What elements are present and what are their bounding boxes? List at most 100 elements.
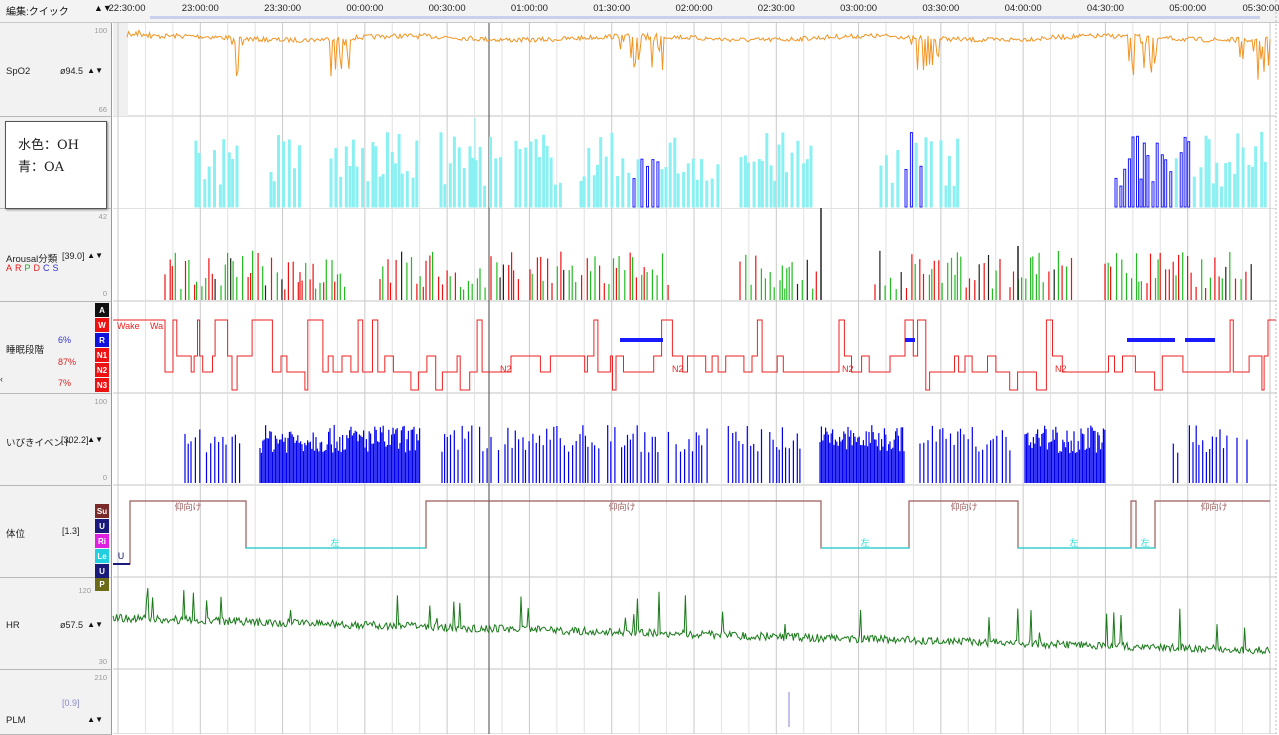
position-annotation: 左 bbox=[860, 537, 869, 549]
resp-event-bar bbox=[909, 132, 913, 208]
position-u2-button[interactable]: U bbox=[95, 564, 109, 578]
snore-scale-arrows[interactable]: ▲▼ bbox=[87, 435, 103, 444]
resp-event-bar bbox=[599, 137, 603, 208]
arousal-scale-arrows[interactable]: ▲▼ bbox=[87, 251, 103, 260]
stage-w-button[interactable]: W bbox=[95, 318, 109, 332]
resp-event-bar bbox=[282, 141, 285, 208]
resp-event-bar bbox=[478, 146, 482, 208]
resp-event-bar bbox=[1247, 164, 1251, 208]
resp-event-bar bbox=[752, 161, 756, 208]
collapse-sidebar-arrow[interactable]: ‹ bbox=[0, 374, 3, 384]
resp-event-bar bbox=[471, 157, 475, 208]
stage-pct-rem: 6% bbox=[58, 335, 72, 345]
resp-event-bar bbox=[1169, 171, 1173, 208]
resp-event-bar bbox=[686, 163, 690, 208]
resp-event-bar bbox=[785, 172, 788, 208]
resp-event-bar bbox=[298, 145, 301, 208]
resp-event-bar bbox=[287, 139, 291, 208]
resp-event-bar bbox=[773, 180, 777, 208]
time-scrollbar[interactable] bbox=[150, 16, 1260, 19]
resp-event-bar bbox=[604, 156, 608, 208]
resp-event-bar bbox=[1228, 162, 1232, 208]
position-ri-button[interactable]: Ri bbox=[95, 534, 109, 548]
spo2-scale-arrows[interactable]: ▲▼ bbox=[87, 66, 103, 75]
channel-sleep-stage[interactable]: 睡眠段階 6% 87% 7% A W R N1 N2 N3 bbox=[0, 302, 112, 394]
resp-event-bar bbox=[1263, 161, 1267, 208]
resp-event-bar bbox=[656, 161, 660, 208]
resp-event-bar bbox=[351, 139, 355, 208]
resp-event-bar bbox=[596, 164, 599, 208]
stage-n1-button[interactable]: N1 bbox=[95, 348, 109, 362]
resp-event-bar bbox=[235, 145, 239, 208]
resp-event-bar bbox=[1215, 162, 1219, 208]
resp-event-bar bbox=[529, 141, 533, 208]
resp-event-bar bbox=[329, 158, 333, 208]
arousal-legend-s: S bbox=[52, 263, 59, 273]
resp-event-bar bbox=[929, 141, 933, 208]
resp-event-bar bbox=[553, 184, 557, 208]
resp-event-bar bbox=[397, 133, 401, 208]
resp-event-bar bbox=[879, 165, 883, 208]
resp-event-bar bbox=[537, 157, 541, 208]
resp-event-bar bbox=[796, 140, 800, 208]
resp-event-bar bbox=[545, 145, 549, 208]
hypnogram-trace bbox=[113, 319, 1276, 391]
resp-event-bar bbox=[355, 166, 359, 208]
plm-value: [0.9] bbox=[62, 698, 80, 708]
resp-event-bar bbox=[462, 167, 466, 208]
resp-event-bar bbox=[952, 185, 956, 208]
stage-r-button[interactable]: R bbox=[95, 333, 109, 347]
snore-value: [302.2] bbox=[61, 435, 89, 445]
resp-event-bar bbox=[646, 165, 649, 208]
position-p-button[interactable]: P bbox=[95, 578, 109, 591]
channel-snore[interactable]: 100 いびきイベント [302.2] ▲▼ 0 bbox=[0, 394, 112, 486]
position-su-button[interactable]: Su bbox=[95, 504, 109, 518]
stage-pct-n1: 87% bbox=[58, 357, 77, 367]
resp-event-bar bbox=[1139, 178, 1143, 208]
stage-annotation: Wa bbox=[150, 321, 163, 331]
resp-event-bar bbox=[489, 136, 492, 208]
resp-event-bar bbox=[760, 160, 764, 208]
position-annotation: 左 bbox=[330, 537, 339, 549]
resp-event-bar bbox=[197, 152, 201, 208]
time-tick-label: 03:30:00 bbox=[922, 3, 960, 14]
channel-plm[interactable]: 210 [0.9] PLM ▲▼ bbox=[0, 670, 112, 735]
hr-scale-arrows[interactable]: ▲▼ bbox=[87, 620, 103, 629]
resp-event-bar bbox=[710, 178, 714, 208]
plm-scale-arrows[interactable]: ▲▼ bbox=[87, 715, 103, 724]
time-tick-label: 23:00:00 bbox=[181, 3, 219, 14]
stage-a-button[interactable]: A bbox=[95, 303, 109, 317]
resp-event-bar bbox=[939, 140, 943, 208]
stage-n3-button[interactable]: N3 bbox=[95, 378, 109, 392]
resp-event-bar bbox=[1241, 147, 1245, 208]
position-value: [1.3] bbox=[62, 526, 80, 536]
stage-n2-button[interactable]: N2 bbox=[95, 363, 109, 377]
resp-event-bar bbox=[381, 174, 385, 208]
time-zoom-arrows[interactable]: ▲▼ bbox=[94, 3, 112, 13]
position-u-button[interactable]: U bbox=[95, 519, 109, 533]
resp-event-bar bbox=[660, 169, 664, 208]
resp-event-bar bbox=[1123, 168, 1127, 208]
resp-event-bar bbox=[947, 155, 951, 208]
channel-spo2[interactable]: 100 SpO2 ø94.5 ▲▼ 66 bbox=[0, 23, 112, 117]
stage-annotation: N2 bbox=[1055, 364, 1067, 374]
resp-event-bar bbox=[348, 166, 352, 208]
resp-event-bar bbox=[293, 168, 296, 208]
resp-event-bar bbox=[610, 132, 614, 208]
channel-position[interactable]: 体位 [1.3] Su U Ri Le U bbox=[0, 486, 112, 578]
channel-hr[interactable]: P 120 HR ø57.5 ▲▼ 30 bbox=[0, 578, 112, 670]
position-le-button[interactable]: Le bbox=[95, 549, 109, 563]
resp-event-bar bbox=[1174, 158, 1178, 208]
time-tick-label: 00:00:00 bbox=[346, 3, 384, 14]
resp-event-bar bbox=[809, 145, 813, 208]
resp-event-bar bbox=[924, 137, 928, 208]
resp-event-bar bbox=[518, 149, 522, 208]
resp-event-bar bbox=[904, 169, 908, 208]
rem-segment bbox=[620, 338, 663, 342]
resp-event-bar bbox=[632, 178, 636, 208]
resp-event-bar bbox=[393, 163, 397, 208]
stage-annotation: N2 bbox=[842, 364, 854, 374]
